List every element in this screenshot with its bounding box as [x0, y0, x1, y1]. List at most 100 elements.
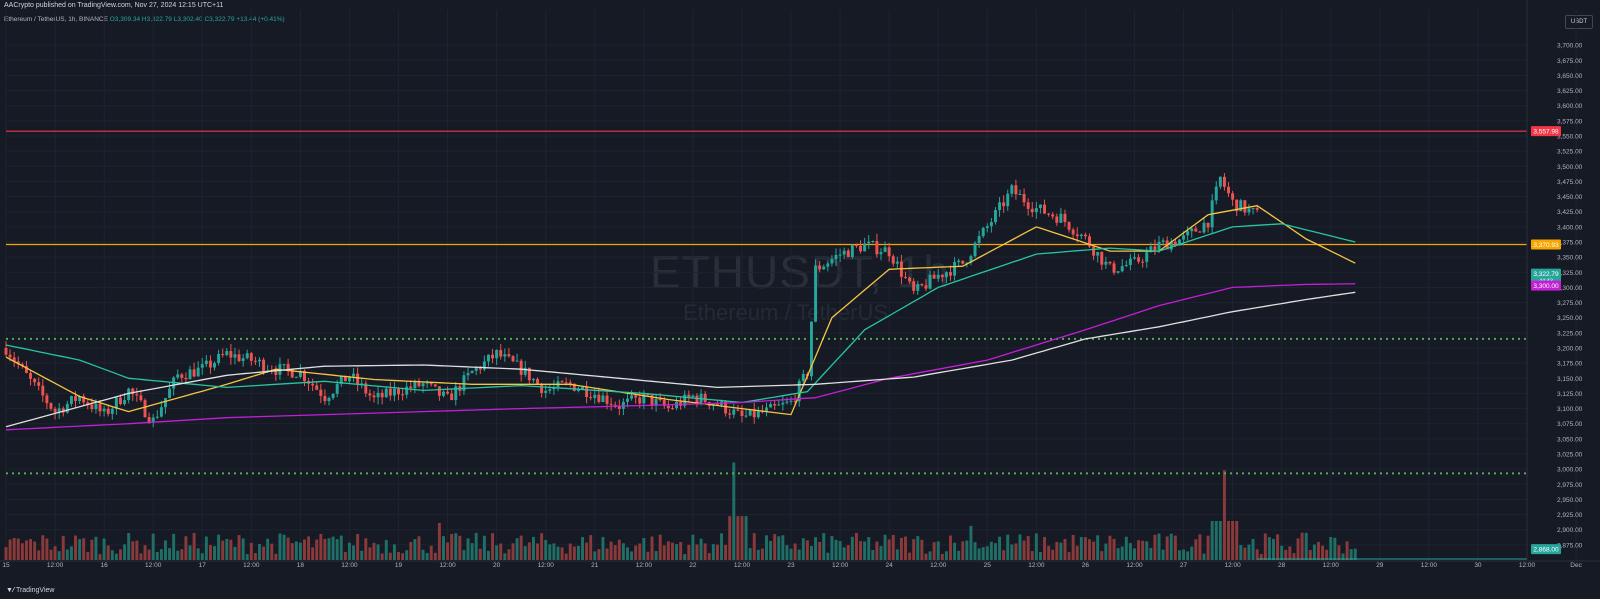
- volume-bar: [752, 533, 756, 560]
- candle-body: [503, 354, 507, 357]
- volume-bar: [143, 545, 147, 560]
- candle-body: [114, 397, 118, 409]
- volume-bar: [691, 534, 695, 560]
- volume-bar: [1100, 551, 1104, 560]
- symbol-name[interactable]: Ethereum / TetherUS, 1h, BINANCE: [4, 16, 108, 23]
- published-line: AACrypto published on TradingView.com, N…: [4, 2, 224, 9]
- volume-bar: [16, 538, 20, 560]
- time-tick-label: 17: [199, 562, 207, 569]
- volume-bar: [495, 545, 499, 560]
- candle-body: [748, 409, 752, 416]
- volume-bar: [466, 538, 470, 560]
- candle-body: [86, 402, 90, 405]
- volume-bar: [662, 545, 666, 560]
- candle-body: [523, 367, 527, 375]
- candle-body: [609, 403, 613, 405]
- volume-bar: [1182, 549, 1186, 560]
- volume-bar: [200, 553, 204, 560]
- volume-bar: [515, 538, 519, 560]
- volume-bar: [323, 538, 327, 560]
- volume-bar: [74, 535, 77, 560]
- time-tick-label: 26: [1082, 562, 1090, 569]
- candle-body: [1190, 228, 1194, 232]
- candle-body: [1128, 258, 1132, 266]
- volume-bar: [944, 551, 948, 560]
- candle-body: [1141, 261, 1145, 263]
- candle-body: [478, 367, 482, 370]
- candle-body: [887, 247, 891, 257]
- volume-bar: [1247, 544, 1251, 560]
- time-tick-label: 12:00: [538, 562, 555, 569]
- volume-bar: [29, 539, 33, 560]
- volume-bar: [511, 543, 515, 560]
- candle-body: [429, 382, 433, 385]
- volume-bar: [687, 544, 691, 560]
- candle-body: [380, 392, 384, 398]
- volume-bar: [486, 550, 490, 560]
- candle-body: [519, 360, 523, 375]
- volume-bar: [838, 541, 842, 560]
- volume-bar: [12, 538, 16, 560]
- volume-bar: [597, 549, 601, 560]
- time-tick-label: 12:00: [1323, 562, 1340, 569]
- volume-bar: [172, 533, 176, 560]
- volume-bar: [834, 539, 838, 560]
- price-tick-label: 3,100.00: [1557, 406, 1583, 413]
- candle-body: [1051, 214, 1055, 217]
- candle-body: [1034, 208, 1038, 213]
- candle-body: [249, 353, 253, 361]
- candle-body: [421, 383, 425, 387]
- time-tick-label: 18: [297, 562, 305, 569]
- volume-bar: [760, 548, 764, 560]
- candle-body: [1100, 252, 1104, 265]
- currency-button[interactable]: USDT: [1565, 15, 1593, 29]
- volume-bar: [78, 539, 82, 560]
- candle-body: [90, 404, 94, 410]
- volume-bar: [724, 544, 728, 560]
- volume-bar: [1173, 535, 1177, 560]
- volume-bar: [552, 543, 556, 560]
- volume-bar: [409, 542, 413, 560]
- candle-body: [315, 385, 319, 390]
- volume-bar: [163, 540, 167, 560]
- candle-body: [94, 403, 98, 410]
- candle-body: [810, 321, 813, 377]
- volume-bar: [1284, 549, 1288, 560]
- volume-bar: [20, 543, 24, 560]
- volume-bar: [695, 544, 699, 560]
- candle-body: [200, 364, 204, 368]
- candle-body: [1096, 252, 1100, 256]
- candle-body: [544, 390, 548, 393]
- volume-bar: [331, 536, 335, 560]
- volume-bar: [527, 542, 531, 560]
- price-tag-text: 3,557.98: [1533, 129, 1559, 136]
- candle-body: [581, 387, 584, 390]
- volume-bar: [114, 553, 118, 560]
- price-tick-label: 3,000.00: [1557, 467, 1583, 474]
- volume-bar: [1104, 543, 1108, 560]
- candle-body: [989, 222, 993, 227]
- candle-body: [1120, 266, 1124, 272]
- candle-body: [1059, 213, 1063, 223]
- volume-bar: [1063, 539, 1067, 560]
- candle-body: [123, 400, 127, 405]
- volume-bar: [1055, 541, 1059, 560]
- candle-body: [155, 416, 159, 418]
- volume-bar: [642, 537, 646, 560]
- candle-body: [343, 375, 347, 382]
- volume-bar: [454, 533, 458, 560]
- volume-bar: [1317, 541, 1320, 560]
- volume-bar: [204, 536, 208, 560]
- time-tick-label: 29: [1376, 562, 1384, 569]
- candle-body: [274, 371, 278, 375]
- volume-bar: [397, 552, 400, 560]
- volume-bar: [626, 547, 629, 560]
- volume-bar: [1157, 533, 1161, 560]
- volume-bar: [437, 522, 441, 560]
- volume-bar: [793, 543, 797, 560]
- volume-bar: [307, 536, 311, 560]
- candle-body: [691, 395, 695, 398]
- footer-brand[interactable]: ▼⁄ TradingView: [6, 587, 55, 594]
